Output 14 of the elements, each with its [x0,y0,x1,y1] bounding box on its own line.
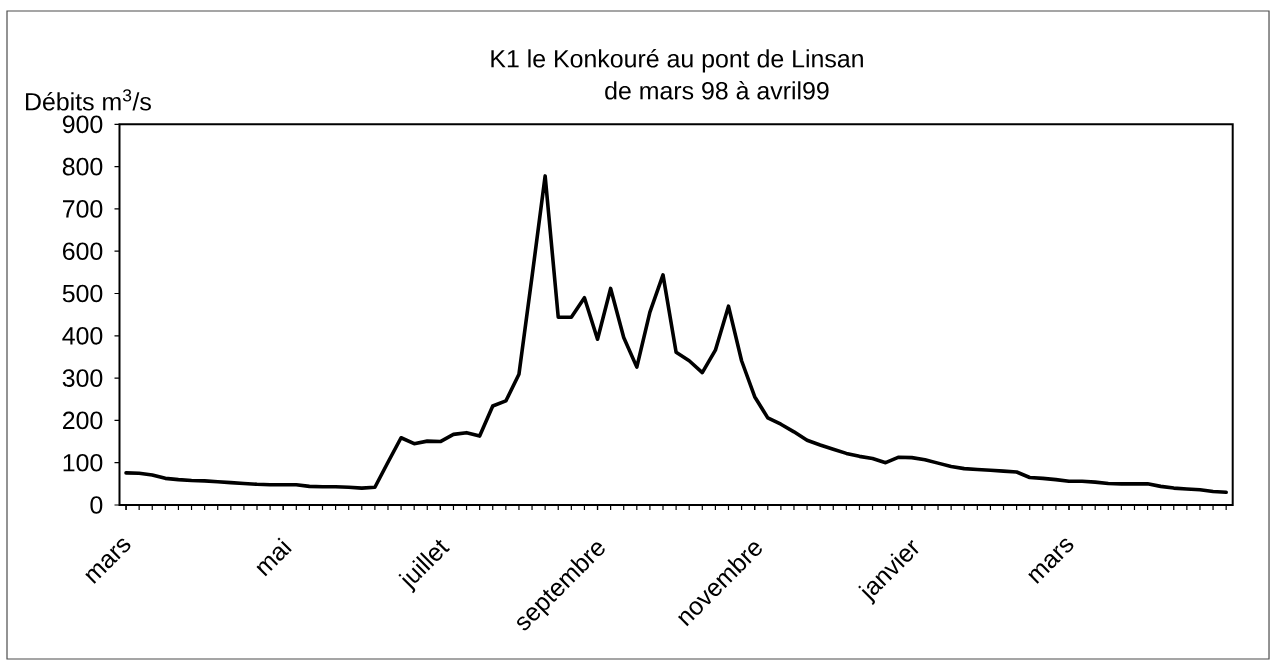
chart-title: K1 le Konkouré au pont de Linsan [491,48,863,73]
y-tick-label: 900 [62,115,103,134]
y-axis-title: Débits m$^{3}$/s [26,89,151,111]
y-tick-label: 0 [90,496,103,514]
y-tick-label: 300 [62,369,103,387]
x-tick-label: mai [256,537,292,577]
y-tick-label: 800 [62,157,103,176]
y-tick-label: 700 [63,200,103,218]
y-tick-label: 400 [62,326,103,345]
y-tick-label: 100 [63,453,103,472]
y-tick-label: 600 [63,242,103,261]
y-tick-label: 500 [62,284,103,303]
chart-subtitle: de mars 98 à avril99 [605,80,829,100]
y-tick-label: 200 [62,411,103,430]
